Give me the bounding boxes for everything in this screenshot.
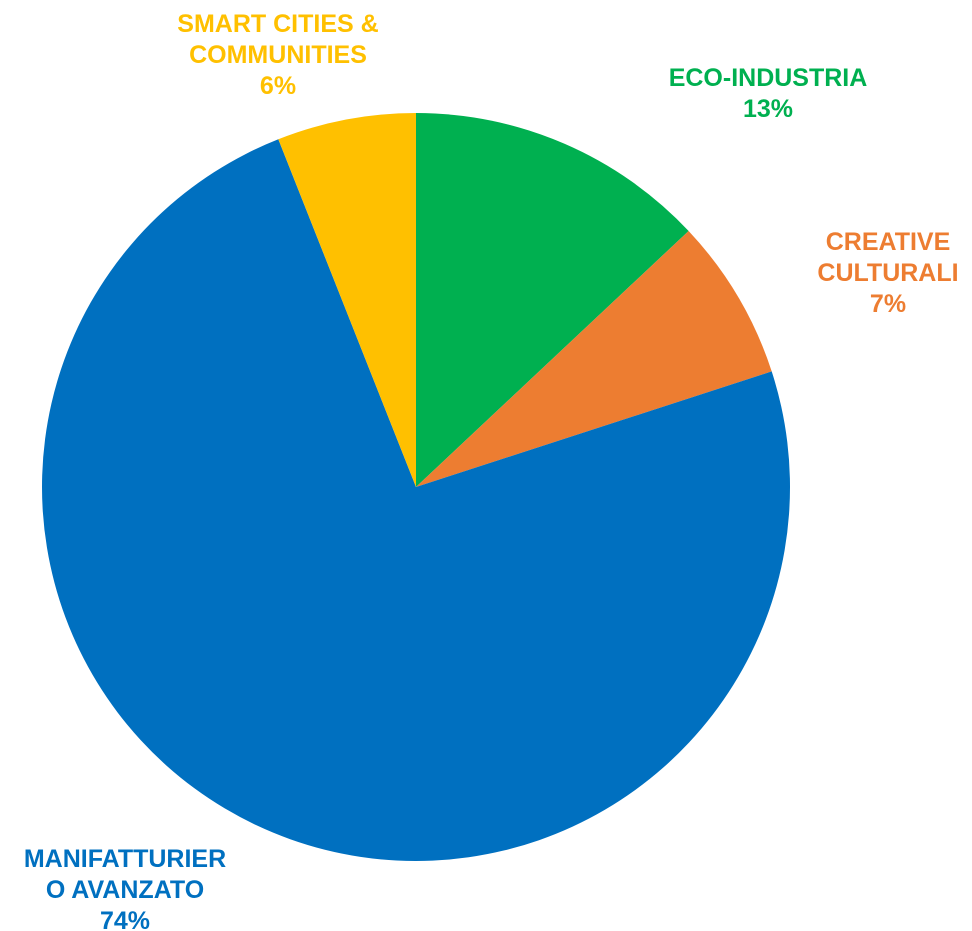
slice-label-line: CREATIVE: [826, 228, 951, 256]
slice-label-line: COMMUNITIES: [189, 41, 367, 69]
slice-label-line: SMART CITIES &: [177, 10, 378, 38]
slice-percent-label: 13%: [743, 95, 793, 123]
slice-label-2: MANIFATTURIER O AVANZATO 74%: [24, 845, 226, 931]
slice-label-0: ECO-INDUSTRIA 13%: [669, 64, 868, 123]
slice-label-line: CULTURALI: [817, 259, 958, 287]
pie-slice-1: [416, 230, 772, 488]
slice-label-1: CREATIVE CULTURALI 7%: [817, 228, 958, 318]
slice-percent-label: 6%: [260, 72, 296, 100]
pie-slices: [42, 113, 791, 861]
slice-label-line: ECO-INDUSTRIA: [669, 64, 868, 92]
slice-labels: ECO-INDUSTRIA 13% CREATIVE CULTURALI 7% MANIF…: [24, 10, 959, 931]
slice-percent-label: 74%: [100, 907, 150, 931]
slice-percent-label: 7%: [870, 290, 906, 318]
pie-slice-3: [278, 113, 416, 487]
slice-label-3: SMART CITIES & COMMUNITIES 6%: [177, 10, 378, 100]
pie-slice-2: [42, 139, 791, 861]
pie-slice-0: [416, 113, 689, 487]
slice-label-line: O AVANZATO: [46, 876, 204, 904]
slice-label-line: MANIFATTURIER: [24, 845, 226, 873]
